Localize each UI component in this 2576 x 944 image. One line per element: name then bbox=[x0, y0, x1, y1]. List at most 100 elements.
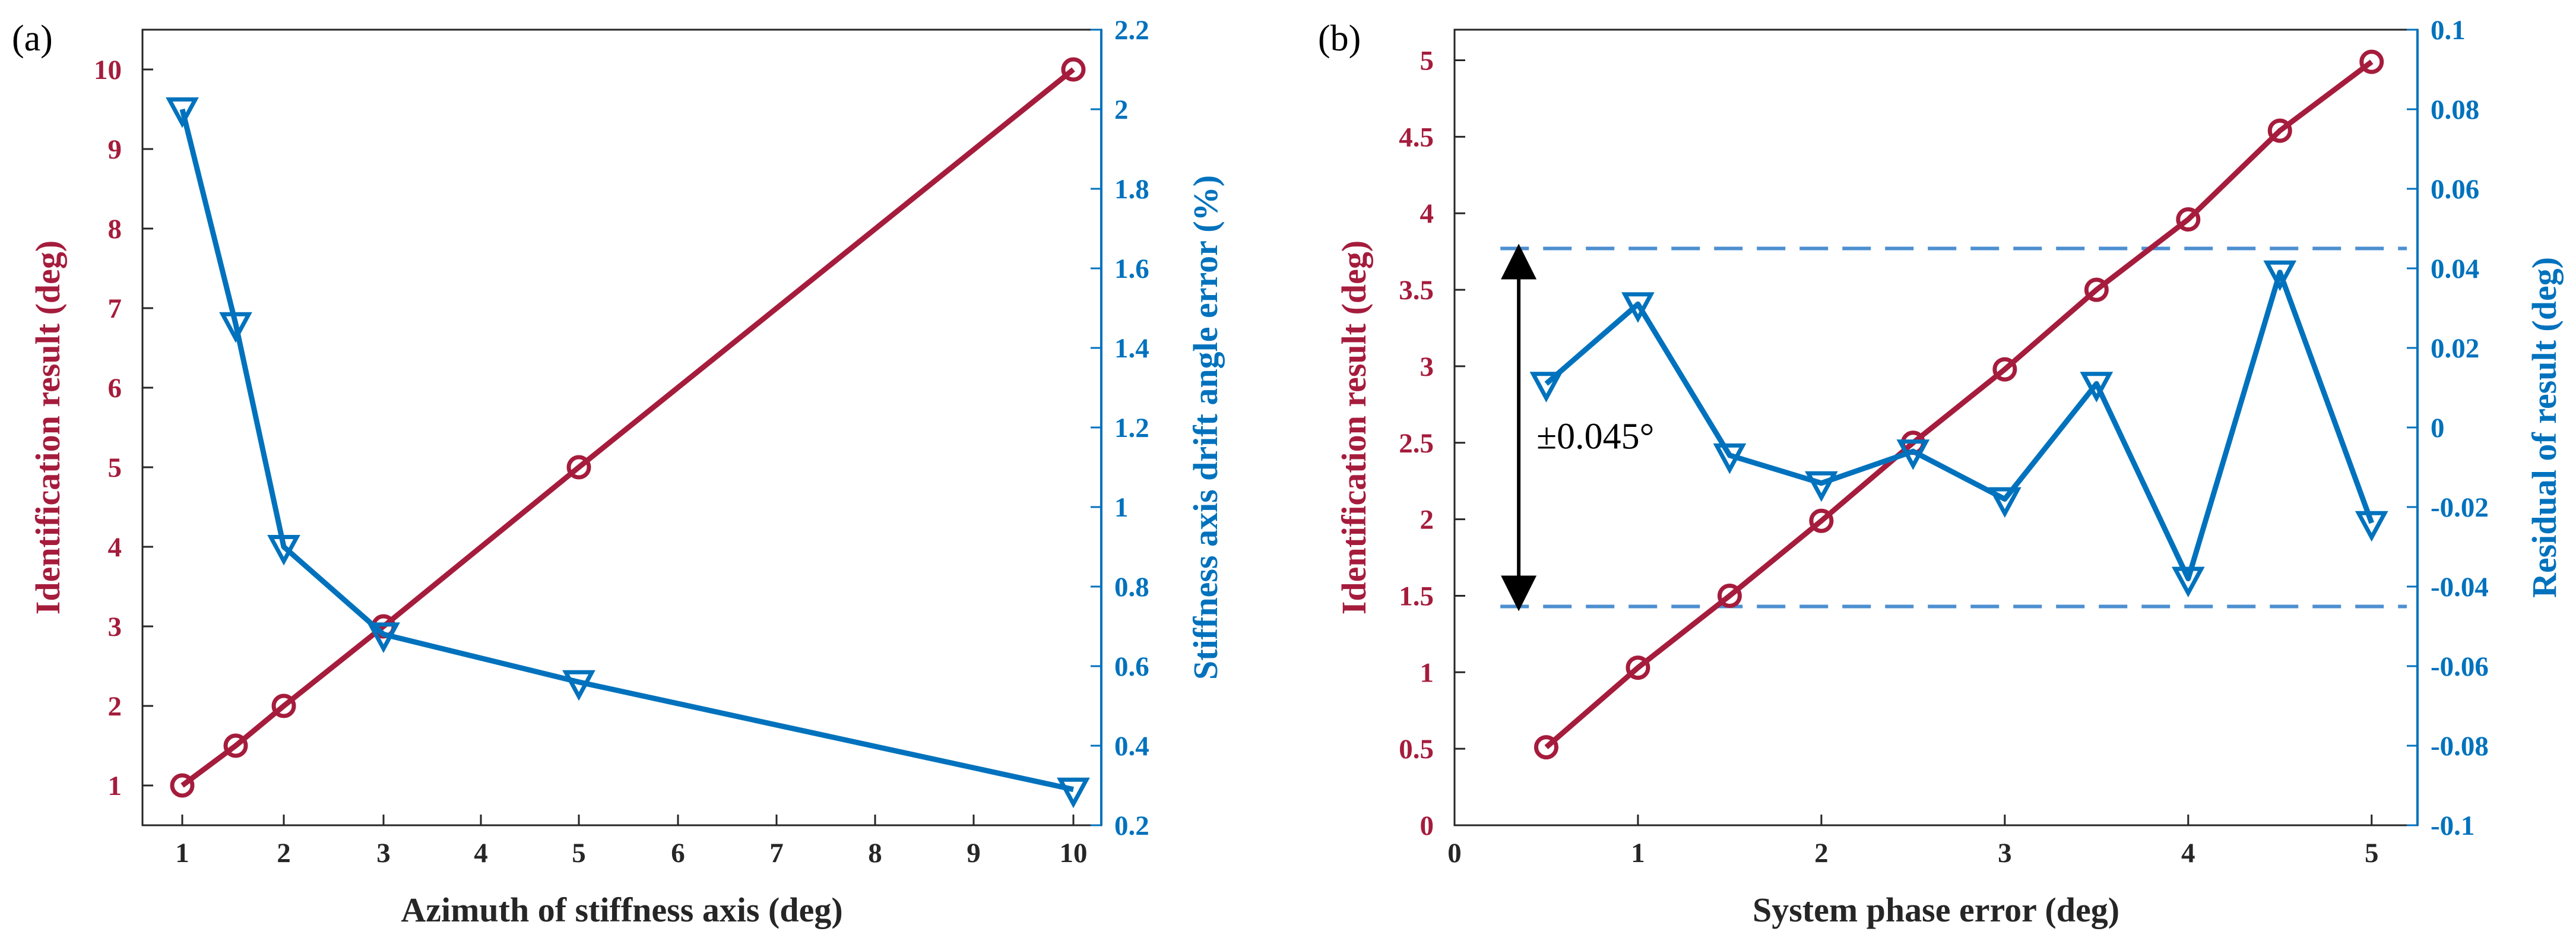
x-tick-label: 9 bbox=[967, 838, 981, 869]
data-point-triangle bbox=[2263, 260, 2297, 292]
data-point-triangle bbox=[219, 312, 252, 343]
left-y-tick-label: 3 bbox=[1420, 351, 1434, 382]
panel-a: (a) 1 2 3 4 5 6 7 8 9 10123456789100.20.40.60.811… bbox=[12, 15, 1225, 929]
left-y-tick-label: 4 bbox=[1420, 198, 1434, 229]
data-point-triangle bbox=[1529, 372, 1563, 403]
data-point-circle bbox=[223, 733, 248, 758]
left-y-tick-label: 1 bbox=[1420, 657, 1434, 688]
data-point-circle bbox=[1626, 655, 1650, 680]
data-point-circle bbox=[170, 773, 195, 798]
right-y-tick-label: 2 bbox=[1114, 94, 1129, 125]
panel-b-ticks: 0 1 2 3 4 5 0 0.5 1 1.5 2 2.5 3 3.5 4 4.5 5 -0.1 -0.08 -0.0… bbox=[1399, 15, 2489, 869]
left-y-tick-label: 2 bbox=[108, 691, 122, 722]
right-y-tick-label: 1.4 bbox=[1114, 333, 1149, 364]
right-y-tick-label: -0.04 bbox=[2431, 572, 2489, 603]
data-point-triangle bbox=[1057, 777, 1090, 809]
left-y-tick-label: 4 bbox=[108, 532, 122, 563]
data-point-circle bbox=[271, 693, 296, 718]
left-y-tick-label: 5 bbox=[108, 452, 122, 483]
x-tick-label: 2 bbox=[277, 838, 291, 869]
left-y-tick-label: 1 bbox=[108, 771, 122, 802]
x-tick-label: 3 bbox=[1998, 838, 2012, 869]
data-point-circle bbox=[2267, 118, 2292, 143]
right-y-tick-label: 0.06 bbox=[2431, 174, 2479, 205]
x-tick-label: 8 bbox=[868, 838, 882, 869]
left-y-tick-label: 5 bbox=[1420, 46, 1434, 77]
data-point-triangle bbox=[1805, 471, 1838, 502]
panel-b-label: (b) bbox=[1318, 18, 1361, 59]
right-y-tick-label: 1.6 bbox=[1114, 254, 1149, 284]
x-tick-label: 7 bbox=[769, 838, 784, 869]
panel-a-right-axis-label: Stiffness axis drift angle error (%) bbox=[1186, 175, 1225, 680]
x-tick-label: 4 bbox=[474, 838, 488, 869]
data-point-triangle bbox=[2355, 511, 2388, 542]
panel-a-left-axis-label: Identification result (deg) bbox=[28, 240, 67, 614]
left-y-tick-label: 7 bbox=[108, 293, 122, 324]
data-point-triangle bbox=[2080, 372, 2114, 403]
series-line-right bbox=[179, 108, 1074, 793]
right-y-tick-label: 0.4 bbox=[1114, 731, 1149, 762]
data-point-circle bbox=[1992, 357, 2017, 382]
right-y-tick-label: -0.06 bbox=[2431, 651, 2489, 682]
left-y-tick-label: 1.5 bbox=[1399, 581, 1434, 612]
x-tick-label: 4 bbox=[2181, 838, 2195, 869]
right-y-tick-label: -0.1 bbox=[2431, 810, 2474, 841]
right-y-tick-label: 0.02 bbox=[2431, 333, 2479, 364]
left-y-tick-label: 8 bbox=[108, 214, 122, 245]
data-point-triangle bbox=[1896, 439, 1930, 470]
right-y-tick-label: 0.1 bbox=[2431, 15, 2466, 46]
data-point-triangle bbox=[2171, 566, 2205, 598]
right-y-tick-label: 0 bbox=[2431, 413, 2445, 444]
data-point-circle bbox=[1061, 57, 1086, 82]
right-y-tick-label: 1.2 bbox=[1114, 413, 1149, 444]
series-line-left bbox=[1544, 59, 2374, 749]
left-y-tick-label: 3.5 bbox=[1399, 275, 1434, 306]
left-y-tick-label: 3 bbox=[108, 612, 122, 642]
right-y-tick-label: 0.2 bbox=[1114, 810, 1149, 841]
right-y-tick-label: -0.02 bbox=[2431, 492, 2489, 523]
data-point-circle bbox=[1809, 508, 1834, 533]
data-point-triangle bbox=[1988, 487, 2021, 518]
x-tick-label: 2 bbox=[1814, 838, 1829, 869]
x-tick-label: 5 bbox=[2365, 838, 2379, 869]
panel-b: (b) 0 1 2 3 4 5 0 0.5 1 1.5 2 2.5 3 3.5 4 4.5 5 -0.1 -0.08… bbox=[1318, 15, 2564, 929]
left-y-tick-label: 4.5 bbox=[1399, 122, 1434, 153]
left-y-tick-label: 2.5 bbox=[1399, 428, 1434, 459]
panel-a-ticks: 1 2 3 4 5 6 7 8 9 10 1 2 3 4 5 6 7 8 9 10 0.2 0.4 0.6 0.8 1 1.2 1.… bbox=[94, 15, 1149, 869]
left-y-tick-label: 0 bbox=[1420, 810, 1434, 841]
series-line-left bbox=[180, 67, 1075, 788]
right-y-tick-label: 0.8 bbox=[1114, 572, 1149, 603]
panel-b-reference-lines bbox=[1500, 246, 2407, 609]
data-point-triangle bbox=[166, 97, 199, 128]
data-point-circle bbox=[566, 455, 591, 480]
data-point-triangle bbox=[1621, 292, 1655, 323]
data-point-circle bbox=[2359, 49, 2384, 74]
panel-b-series bbox=[1529, 49, 2388, 760]
right-y-tick-label: 0.08 bbox=[2431, 94, 2479, 125]
panel-a-label: (a) bbox=[12, 18, 53, 59]
data-point-triangle bbox=[562, 670, 595, 701]
data-point-triangle bbox=[267, 535, 300, 566]
x-tick-label: 1 bbox=[1631, 838, 1645, 869]
x-tick-label: 0 bbox=[1447, 838, 1462, 869]
right-y-tick-label: 1 bbox=[1114, 492, 1129, 523]
right-y-tick-label: -0.08 bbox=[2431, 731, 2489, 762]
left-y-tick-label: 2 bbox=[1420, 505, 1434, 536]
x-tick-label: 5 bbox=[572, 838, 586, 869]
panel-a-series bbox=[166, 57, 1090, 809]
panel-a-x-axis-label: Azimuth of stiffness axis (deg) bbox=[401, 891, 842, 929]
series-line-right bbox=[1544, 270, 2374, 582]
x-tick-label: 3 bbox=[376, 838, 391, 869]
panel-b-right-axis-label: Residual of result (deg) bbox=[2525, 257, 2564, 598]
data-point-circle bbox=[2176, 207, 2201, 232]
left-y-tick-label: 10 bbox=[94, 55, 122, 85]
x-tick-label: 10 bbox=[1060, 838, 1088, 869]
data-point-circle bbox=[1533, 735, 1558, 760]
data-point-triangle bbox=[1713, 443, 1747, 474]
left-y-tick-label: 6 bbox=[108, 373, 122, 404]
right-y-tick-label: 2.2 bbox=[1114, 15, 1149, 46]
right-y-tick-label: 1.8 bbox=[1114, 174, 1149, 205]
x-tick-label: 1 bbox=[175, 838, 189, 869]
data-point-circle bbox=[1717, 583, 1742, 608]
